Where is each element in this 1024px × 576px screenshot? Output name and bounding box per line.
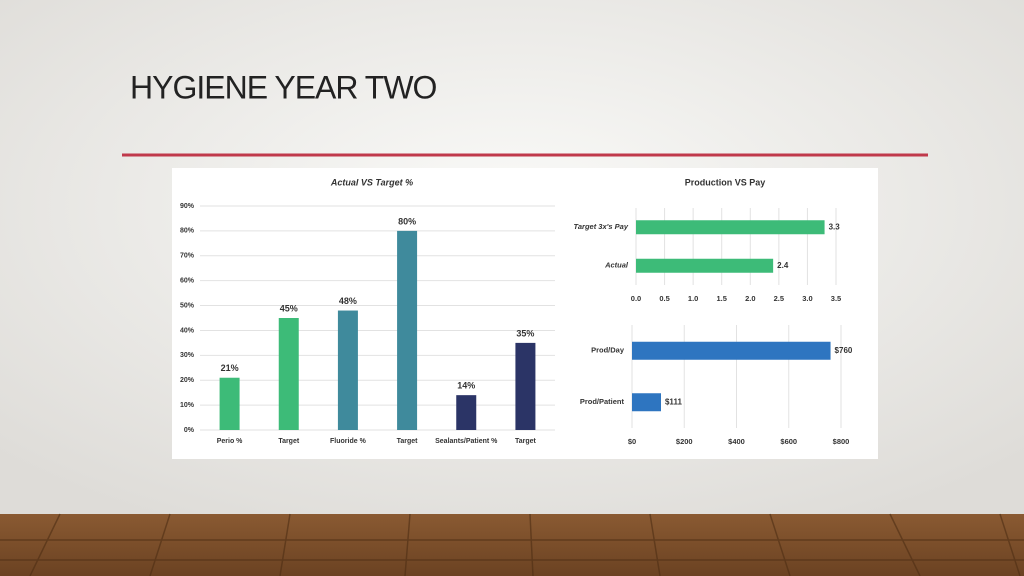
y-tick-label: 70% [180,253,195,260]
x-tick-label: 3.0 [802,294,812,303]
bar [632,341,831,360]
value-label: $111 [665,397,682,406]
x-tick-label: 2.5 [774,294,784,303]
y-tick-label: 0% [184,427,195,434]
x-tick-label: $0 [628,437,636,446]
x-tick-label: 1.0 [688,294,698,303]
bar [337,310,358,430]
x-tick-label: Target [515,438,537,445]
y-tick-label: 60% [180,278,195,285]
bar [397,230,418,430]
x-tick-label: Target [278,438,300,445]
x-tick-label: Fluoride % [330,438,367,445]
y-tick-label: Target 3x's Pay [574,222,629,231]
y-tick-label: 30% [180,352,195,359]
x-tick-label: $400 [728,437,745,446]
y-tick-label: 80% [180,228,195,235]
y-tick-label: 90% [180,203,195,210]
x-tick-label: 2.0 [745,294,755,303]
chart-title: Production VS Pay [685,177,766,187]
value-label: 35% [516,328,534,338]
bar [278,318,299,430]
floor-planks [0,513,1024,576]
x-tick-label: 1.5 [716,294,726,303]
value-label: 21% [221,363,239,373]
x-tick-label: Target [397,438,419,445]
x-tick-label: 0.0 [631,294,641,303]
y-tick-label: Prod/Patient [580,397,625,406]
y-tick-label: Prod/Day [591,346,625,355]
value-label: 3.3 [829,222,841,231]
y-tick-label: 10% [180,402,195,409]
value-label: 2.4 [777,261,789,270]
x-tick-label: $200 [676,437,693,446]
bar [456,395,477,430]
value-label: 48% [339,296,357,306]
floor [0,514,1024,576]
value-label: 14% [457,381,475,391]
y-tick-label: 20% [180,377,195,384]
chart-title: Actual VS Target % [330,177,413,187]
x-tick-label: Perio % [217,438,243,445]
y-tick-label: Actual [604,261,629,270]
x-tick-label: $800 [833,437,850,446]
bar [515,342,536,430]
value-label: 80% [398,216,416,226]
bar [636,258,774,273]
bar [632,393,661,412]
x-tick-label: $600 [780,437,797,446]
x-tick-label: 0.5 [659,294,669,303]
bar [636,220,825,235]
slide-title: HYGIENE YEAR TWO [130,69,437,105]
bar [219,377,240,430]
value-label: $760 [835,346,853,355]
y-tick-label: 50% [180,302,195,309]
x-tick-label: 3.5 [831,294,841,303]
y-tick-label: 40% [180,327,195,334]
value-label: 45% [280,303,298,313]
x-tick-label: Sealants/Patient % [435,438,498,445]
